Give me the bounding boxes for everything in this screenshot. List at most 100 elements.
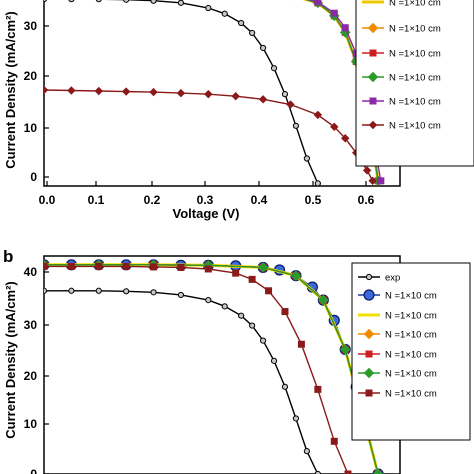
legend-marker (365, 389, 373, 397)
data-point (238, 312, 245, 319)
data-point (204, 89, 213, 99)
series-line (44, 263, 380, 474)
legend-marker (368, 120, 378, 130)
data-point (44, 85, 49, 95)
data-point (177, 0, 185, 6)
data-point (149, 87, 158, 97)
legend-label: N =1×10 cm (389, 49, 441, 60)
data-point (286, 100, 295, 109)
data-point (67, 86, 76, 95)
series-6 (44, 262, 352, 474)
data-point (313, 110, 323, 120)
data-point (258, 95, 268, 104)
data-point (122, 262, 130, 270)
data-point (121, 87, 131, 96)
legend-label: N =1×10 cm (385, 389, 437, 400)
series-line (44, 290, 319, 474)
y-axis-title: Current Density (mA/cm²) (3, 281, 18, 438)
data-point (221, 10, 228, 17)
data-point (177, 291, 185, 299)
legend-marker (369, 49, 377, 57)
data-point (248, 275, 256, 283)
legend-label: N =1×10 cm (389, 121, 441, 132)
legend-marker (369, 97, 377, 105)
y-tick-label: 20 (24, 369, 38, 383)
plot-area (44, 259, 384, 474)
series-4 (44, 261, 382, 474)
data-point (377, 177, 385, 185)
legend-label: N =1×10 cm (385, 369, 437, 380)
legend: exp N =1×10 cm N =1×10 cm N =1×10 cm N =1×10… (351, 262, 471, 441)
data-point (205, 4, 212, 12)
data-point (297, 340, 305, 348)
data-point (362, 166, 372, 175)
y-tick-label: 0 (30, 467, 37, 474)
legend-marker (363, 367, 375, 379)
data-point (150, 0, 157, 4)
data-point (221, 303, 228, 310)
data-point (67, 262, 75, 270)
data-point (265, 287, 273, 295)
y-tick-label: 20 (24, 69, 38, 83)
data-point (249, 29, 256, 37)
plot-area (44, 0, 385, 186)
series-line (44, 264, 379, 474)
data-point (257, 262, 269, 273)
data-point (176, 88, 186, 98)
data-point (281, 383, 289, 390)
y-tick-label: 30 (24, 318, 38, 332)
legend-label: N =1×10 cm (389, 97, 441, 108)
data-point (259, 337, 267, 344)
series-line (44, 264, 379, 474)
data-point (344, 470, 352, 474)
legend: N =1×10 cm N =1×10 cm N =1×10 cm N =1×10 cm… (355, 0, 474, 167)
series-0 (44, 287, 321, 474)
legend-marker (363, 289, 375, 301)
data-point (249, 322, 256, 329)
x-tick-label: 0.1 (88, 193, 105, 207)
data-point (232, 269, 240, 277)
x-tick-label: 0.6 (358, 193, 375, 207)
data-point (123, 288, 130, 295)
data-point (314, 385, 322, 393)
y-tick-label: 40 (24, 265, 38, 279)
data-point (270, 65, 278, 72)
series-line (44, 264, 379, 474)
legend-marker (367, 71, 379, 83)
x-tick-label: 0.3 (197, 193, 214, 207)
data-point (177, 263, 185, 271)
data-point (204, 265, 212, 273)
data-point (150, 263, 158, 271)
data-point (372, 468, 384, 474)
data-point (281, 91, 289, 98)
x-tick-label: 0.0 (39, 193, 56, 207)
legend-label: N =1×10 cm (389, 73, 441, 84)
legend-label: N =1×10 cm (385, 311, 437, 322)
legend-label: exp (385, 273, 400, 284)
data-point (231, 92, 240, 101)
y-axis-title: Current Density (mA/cm²) (3, 11, 18, 168)
series-line (44, 264, 379, 474)
data-point (330, 122, 339, 132)
legend-marker (367, 22, 379, 34)
series-2 (44, 263, 380, 474)
legend-label: N =1×10 cm (385, 291, 437, 302)
data-point (330, 9, 338, 17)
data-point (68, 0, 75, 3)
data-point (150, 289, 157, 296)
data-point (259, 44, 267, 52)
y-tick-label: 0 (30, 170, 37, 184)
data-point (95, 262, 103, 270)
legend-label: N =1×10 cm (385, 350, 437, 361)
data-point (123, 0, 130, 3)
data-point (95, 287, 102, 294)
legend-marker (363, 328, 375, 340)
data-point (44, 0, 47, 3)
panel-b-jv-chart: 0 10 20 30 40 Current Density (mA/cm²) b exp N =… (3, 247, 471, 474)
data-point (341, 24, 349, 32)
series-line (104, 0, 319, 184)
legend-marker (365, 350, 373, 358)
data-point (292, 122, 300, 129)
data-point (318, 294, 329, 306)
